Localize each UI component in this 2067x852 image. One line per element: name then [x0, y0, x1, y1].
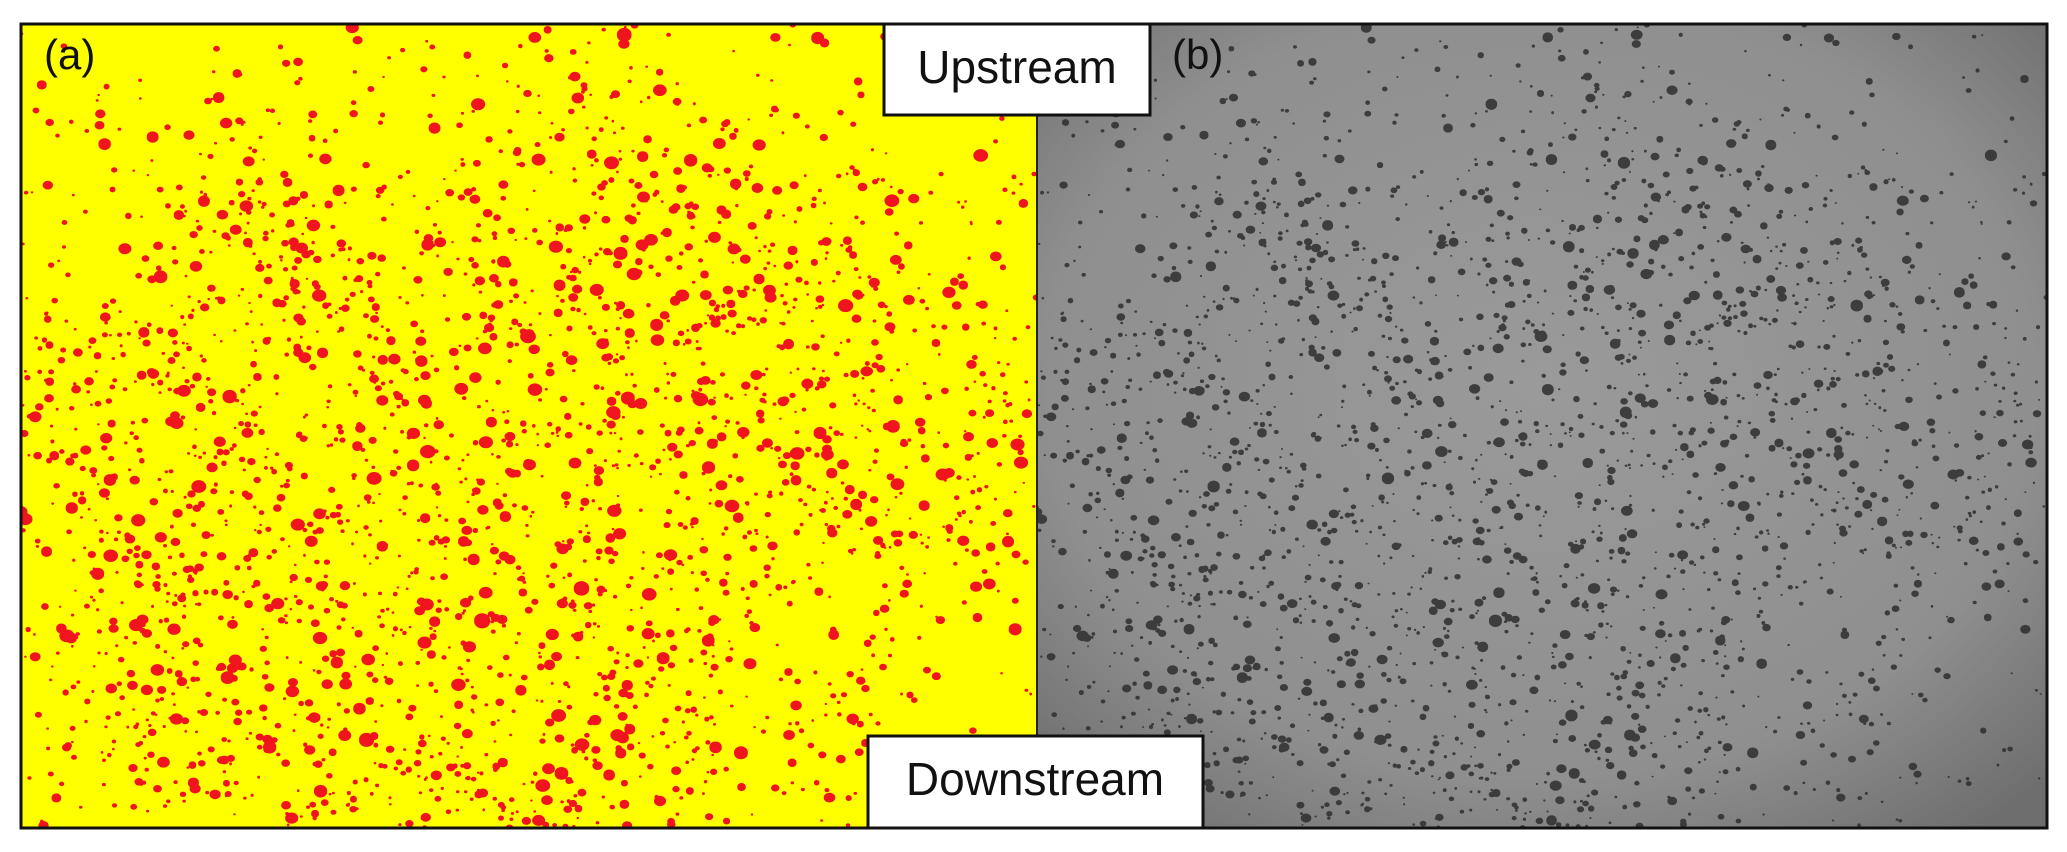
upstream-label: Upstream — [917, 41, 1116, 93]
upstream-box — [882, 22, 1152, 117]
downstream-label: Downstream — [906, 753, 1164, 805]
panel-label: (b) — [1172, 31, 1223, 78]
panel-a-image — [21, 24, 1037, 828]
panel-label: (a) — [44, 31, 95, 78]
panel-b-image — [1037, 24, 2047, 828]
downstream-box — [866, 734, 1205, 830]
